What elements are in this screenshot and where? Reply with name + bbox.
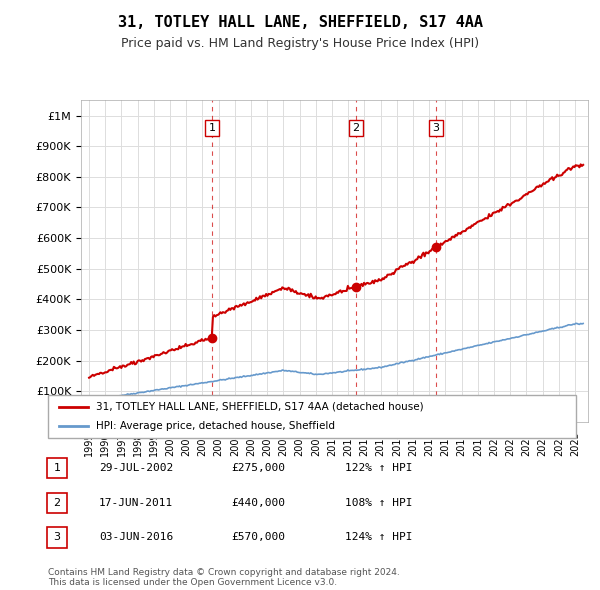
- Text: £440,000: £440,000: [231, 498, 285, 507]
- Text: 1: 1: [53, 463, 61, 473]
- Text: 2: 2: [352, 123, 359, 133]
- Text: 1: 1: [208, 123, 215, 133]
- Text: 108% ↑ HPI: 108% ↑ HPI: [345, 498, 413, 507]
- Text: 2: 2: [53, 498, 61, 507]
- Text: £275,000: £275,000: [231, 463, 285, 473]
- FancyBboxPatch shape: [47, 493, 67, 513]
- Text: 124% ↑ HPI: 124% ↑ HPI: [345, 533, 413, 542]
- FancyBboxPatch shape: [48, 395, 576, 438]
- Text: 3: 3: [53, 533, 61, 542]
- Text: 31, TOTLEY HALL LANE, SHEFFIELD, S17 4AA: 31, TOTLEY HALL LANE, SHEFFIELD, S17 4AA: [118, 15, 482, 30]
- Text: 31, TOTLEY HALL LANE, SHEFFIELD, S17 4AA (detached house): 31, TOTLEY HALL LANE, SHEFFIELD, S17 4AA…: [95, 402, 423, 412]
- Text: Price paid vs. HM Land Registry's House Price Index (HPI): Price paid vs. HM Land Registry's House …: [121, 37, 479, 50]
- Text: 122% ↑ HPI: 122% ↑ HPI: [345, 463, 413, 473]
- FancyBboxPatch shape: [47, 527, 67, 548]
- FancyBboxPatch shape: [47, 458, 67, 478]
- Text: 29-JUL-2002: 29-JUL-2002: [99, 463, 173, 473]
- Text: £570,000: £570,000: [231, 533, 285, 542]
- Text: 3: 3: [433, 123, 440, 133]
- Text: 17-JUN-2011: 17-JUN-2011: [99, 498, 173, 507]
- Text: Contains HM Land Registry data © Crown copyright and database right 2024.
This d: Contains HM Land Registry data © Crown c…: [48, 568, 400, 587]
- Text: 03-JUN-2016: 03-JUN-2016: [99, 533, 173, 542]
- Text: HPI: Average price, detached house, Sheffield: HPI: Average price, detached house, Shef…: [95, 421, 335, 431]
